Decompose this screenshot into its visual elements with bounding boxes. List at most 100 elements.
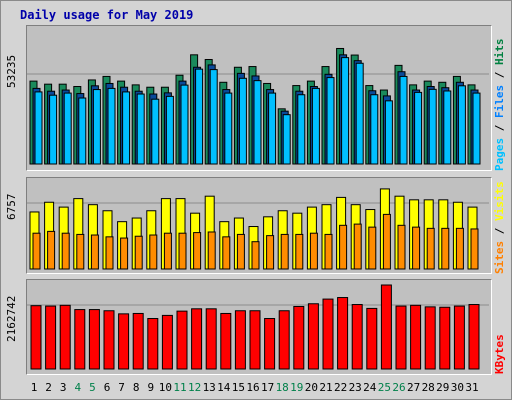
bar-pages-day-1	[34, 91, 43, 165]
x-tick-label-30: 30	[450, 381, 465, 394]
x-tick-label-23: 23	[348, 381, 362, 394]
bar-sites-day-3	[61, 232, 70, 270]
bar-sites-day-4	[76, 233, 85, 270]
bar-pages-day-24	[370, 94, 379, 165]
x-tick-label-10: 10	[158, 381, 173, 394]
x-tick-label-4: 4	[74, 381, 82, 394]
bar-pages-day-27	[414, 91, 423, 165]
bar-kbytes-day-15	[234, 310, 246, 370]
x-tick-label-6: 6	[103, 381, 111, 394]
bar-pages-day-2	[49, 94, 58, 165]
x-tick-label-29: 29	[436, 381, 450, 394]
bar-kbytes-day-1	[30, 305, 42, 370]
bar-pages-day-7	[122, 91, 131, 165]
bar-kbytes-day-31	[468, 304, 480, 370]
bar-kbytes-day-28	[424, 306, 436, 370]
bar-sites-day-6	[105, 236, 114, 270]
bar-pages-day-19	[297, 94, 306, 165]
bar-sites-day-19	[295, 233, 304, 270]
bar-kbytes-day-16	[249, 310, 261, 370]
bar-kbytes-day-17	[264, 318, 276, 370]
bar-sites-day-12	[193, 232, 202, 270]
bar-kbytes-day-21	[322, 298, 334, 370]
bar-pages-day-31	[472, 92, 481, 165]
x-axis-labels: 1 2 3 4 5 6 7 8 9 10 11 12 13 14 15 16 17 18 19 20 21 22 23 24 2…	[0, 381, 512, 397]
bar-kbytes-day-9	[147, 318, 159, 370]
chart-title: Daily usage for May 2019	[20, 8, 194, 22]
bar-sites-day-13	[207, 231, 216, 270]
bar-sites-day-28	[426, 227, 435, 270]
bar-pages-day-8	[136, 93, 145, 165]
bar-pages-day-30	[457, 85, 466, 165]
bar-pages-day-5	[92, 89, 101, 165]
bar-kbytes-day-26	[395, 305, 407, 370]
bar-kbytes-day-8	[132, 312, 144, 370]
bar-pages-day-15	[238, 77, 247, 165]
bar-sites-day-22	[339, 224, 348, 270]
bar-kbytes-day-3	[59, 304, 71, 370]
bar-kbytes-day-24	[366, 307, 378, 370]
bar-kbytes-day-22	[337, 297, 349, 370]
bar-pages-day-6	[107, 87, 116, 165]
bar-kbytes-day-12	[191, 308, 203, 370]
bar-pages-day-13	[209, 69, 218, 165]
bar-sites-day-21	[324, 233, 333, 270]
bar-kbytes-day-29	[439, 306, 451, 370]
x-tick-label-31: 31	[465, 381, 479, 394]
bar-sites-day-25	[382, 213, 391, 270]
x-tick-label-2: 2	[45, 381, 52, 394]
x-tick-label-13: 13	[202, 381, 216, 394]
bar-sites-day-31	[470, 228, 479, 270]
bar-kbytes-day-11	[176, 310, 188, 370]
x-tick-label-21: 21	[319, 381, 333, 394]
x-tick-label-26: 26	[392, 381, 406, 394]
bar-kbytes-day-10	[161, 314, 173, 370]
bar-pages-day-14	[224, 92, 233, 165]
x-tick-label-28: 28	[421, 381, 435, 394]
x-tick-label-20: 20	[304, 381, 319, 394]
bar-kbytes-day-20	[307, 303, 319, 370]
bar-kbytes-day-27	[410, 304, 422, 370]
bar-sites-day-18	[280, 233, 289, 270]
x-tick-label-25: 25	[377, 381, 392, 394]
bar-pages-day-21	[326, 77, 335, 165]
bar-kbytes-day-2	[45, 305, 57, 370]
bar-pages-day-17	[268, 92, 277, 165]
bar-sites-day-9	[149, 234, 158, 270]
bar-kbytes-day-19	[293, 305, 305, 370]
bar-sites-day-17	[266, 235, 275, 270]
bar-pages-day-28	[428, 88, 437, 165]
x-tick-label-16: 16	[246, 381, 260, 394]
bar-sites-day-11	[178, 232, 187, 270]
bar-sites-day-7	[120, 237, 129, 270]
bar-sites-day-20	[309, 232, 318, 270]
x-tick-label-3: 3	[59, 381, 67, 394]
bar-sites-day-30	[455, 227, 464, 270]
bar-pages-day-26	[399, 75, 408, 165]
bar-pages-day-20	[311, 87, 320, 165]
x-tick-label-5: 5	[89, 381, 96, 394]
bar-kbytes-day-5	[88, 309, 100, 370]
bar-sites-day-24	[368, 226, 377, 270]
bar-pages-day-16	[253, 80, 262, 165]
bar-pages-day-12	[195, 68, 204, 165]
bar-sites-day-14	[222, 236, 231, 270]
x-tick-label-9: 9	[147, 381, 155, 394]
bar-pages-day-25	[384, 100, 393, 165]
x-tick-label-12: 12	[187, 381, 202, 394]
bar-sites-day-29	[441, 227, 450, 270]
bar-pages-day-22	[341, 57, 350, 165]
bar-sites-day-16	[251, 241, 260, 270]
x-tick-label-27: 27	[406, 381, 421, 394]
bar-sites-day-15	[236, 233, 245, 270]
x-tick-label-11: 11	[173, 381, 187, 394]
bar-pages-day-23	[355, 62, 364, 165]
bar-sites-day-27	[412, 226, 421, 270]
x-tick-label-1: 1	[30, 381, 38, 394]
bar-kbytes-day-23	[351, 304, 363, 370]
x-tick-label-18: 18	[275, 381, 289, 394]
x-tick-label-15: 15	[231, 381, 246, 394]
bar-sites-day-5	[90, 234, 99, 270]
bar-pages-day-11	[180, 84, 189, 165]
